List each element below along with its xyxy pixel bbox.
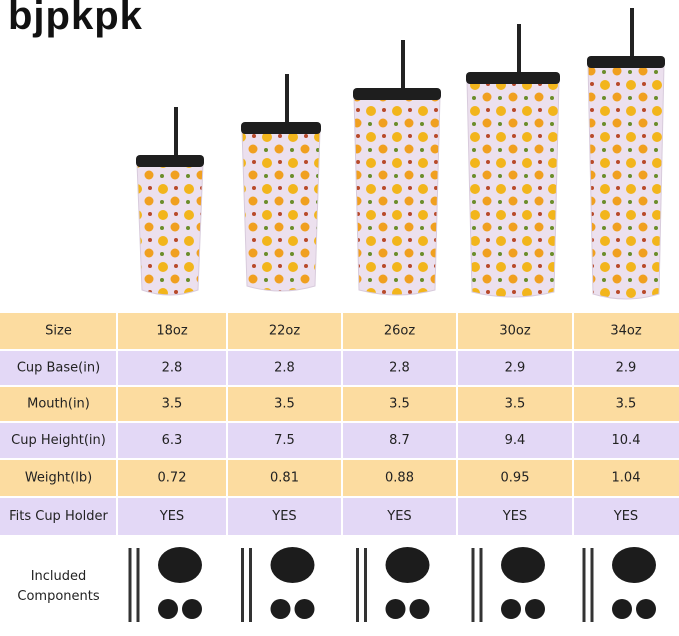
row-label: Mouth(in): [27, 397, 90, 412]
plug: [636, 599, 656, 619]
plug: [385, 599, 406, 619]
cell-value: 22oz: [269, 324, 300, 339]
plug: [158, 599, 178, 619]
cell-value: 3.5: [616, 397, 637, 412]
lid: [158, 547, 202, 583]
cell-value: 10.4: [612, 433, 641, 448]
cell-value: YES: [502, 509, 527, 524]
cell-value: 3.5: [505, 397, 526, 412]
cup-lid: [466, 72, 560, 84]
cup-body: [466, 79, 560, 298]
cell-value: 6.3: [162, 433, 183, 448]
cup-body: [353, 95, 441, 296]
spec-table: Size 18oz 22oz 26oz 30oz 34oz Cup Base(in) 2.8 2…: [0, 311, 679, 636]
brand-logo: bjpkpk: [8, 0, 143, 38]
cup-body: [587, 63, 665, 300]
table-row: [0, 497, 679, 536]
cell-value: 0.95: [501, 471, 530, 486]
table-row: [0, 386, 679, 422]
cell-value: 18oz: [156, 324, 187, 339]
cell-value: 2.9: [616, 361, 637, 376]
cell-value: 8.7: [389, 433, 410, 448]
row-label: Cup Height(in): [11, 433, 106, 448]
lid: [501, 547, 545, 583]
cell-value: 0.72: [158, 471, 187, 486]
cell-value: 3.5: [389, 397, 410, 412]
cup-body: [241, 129, 321, 292]
plug: [182, 599, 202, 619]
cell-text: Included Components: [17, 569, 99, 604]
lid: [612, 547, 656, 583]
table-row: [0, 536, 679, 636]
cell-value: 26oz: [384, 324, 415, 339]
lid: [385, 547, 430, 583]
cell-value: YES: [386, 509, 411, 524]
plug: [409, 599, 430, 619]
row-label: Size: [45, 324, 72, 339]
plug: [612, 599, 632, 619]
cup-lid: [241, 122, 321, 134]
cell-value: YES: [159, 509, 184, 524]
cell-value: 30oz: [499, 324, 530, 339]
row-label: Weight(lb): [25, 471, 92, 486]
row-label: Fits Cup Holder: [9, 509, 108, 524]
cups: [136, 8, 665, 300]
cell-value: 3.5: [274, 397, 295, 412]
plug: [525, 599, 545, 619]
cell-value: 0.81: [270, 471, 299, 486]
table-row: [0, 312, 679, 350]
cell-value: 2.8: [274, 361, 295, 376]
plug: [501, 599, 521, 619]
plug: [294, 599, 315, 619]
cell-value: 7.5: [274, 433, 295, 448]
cell-value: YES: [613, 509, 638, 524]
cup-lid: [136, 155, 204, 167]
row-label: Cup Base(in): [17, 361, 100, 376]
cup-lid: [587, 56, 665, 68]
cell-value: 2.9: [505, 361, 526, 376]
cell-value: 2.8: [389, 361, 410, 376]
cup-lid: [353, 88, 441, 100]
cell-value: YES: [271, 509, 296, 524]
plug: [270, 599, 291, 619]
cell-value: 2.8: [162, 361, 183, 376]
cell-value: 34oz: [610, 324, 641, 339]
cup-body: [136, 162, 204, 296]
cell-value: 1.04: [612, 471, 641, 486]
table-row: [0, 459, 679, 497]
table-row: [0, 350, 679, 386]
table-row: [0, 422, 679, 459]
lid: [270, 547, 315, 583]
cell-value: 3.5: [162, 397, 183, 412]
cell-value: 0.88: [385, 471, 414, 486]
cell-value: 9.4: [505, 433, 526, 448]
